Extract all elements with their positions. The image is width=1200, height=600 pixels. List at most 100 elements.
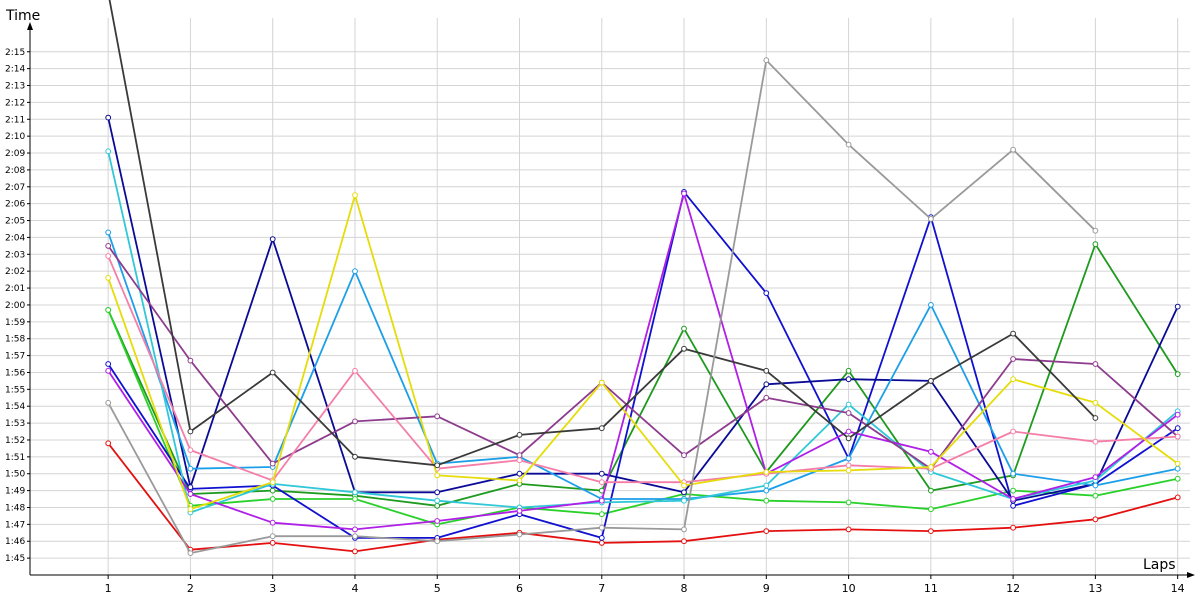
- series-13: [105, 57, 1099, 556]
- data-point: [1092, 399, 1099, 406]
- data-point: [845, 455, 852, 462]
- data-point: [269, 540, 276, 546]
- data-point: [105, 307, 112, 313]
- data-point: [1092, 492, 1099, 499]
- data-point: [598, 379, 605, 386]
- data-point: [516, 432, 523, 438]
- series-line: [107, 194, 1179, 511]
- data-point: [763, 482, 770, 489]
- y-tick-label: 2:07: [5, 183, 25, 193]
- y-tick-label: 2:03: [5, 250, 25, 260]
- data-point: [845, 376, 852, 383]
- series-line: [107, 117, 1179, 502]
- y-tick-label: 2:04: [5, 233, 25, 243]
- y-tick-label: 2:05: [5, 217, 25, 227]
- x-axis-arrow-icon: [1187, 572, 1195, 578]
- y-tick-label: 2:08: [5, 166, 25, 176]
- series-line: [107, 245, 1179, 470]
- data-point: [1010, 376, 1016, 383]
- data-point: [105, 114, 112, 121]
- data-point: [1174, 460, 1181, 467]
- data-point: [598, 497, 605, 504]
- data-point: [1092, 474, 1099, 481]
- data-point: [1010, 470, 1016, 477]
- data-point: [681, 190, 687, 197]
- data-point: [598, 535, 605, 541]
- y-tick-label: 1:46: [5, 537, 25, 547]
- series-9: [105, 243, 1181, 472]
- data-point: [1092, 241, 1099, 248]
- data-point: [681, 497, 687, 504]
- data-point: [1092, 415, 1099, 421]
- x-axis-title: Laps: [1143, 557, 1176, 573]
- data-point: [845, 526, 852, 533]
- data-point: [928, 506, 934, 513]
- data-point: [681, 538, 687, 545]
- data-point: [352, 418, 358, 425]
- data-point: [105, 275, 112, 281]
- y-tick-label: 2:14: [5, 65, 25, 75]
- data-point: [105, 253, 112, 259]
- series-12: [108, 0, 1099, 469]
- series-line: [107, 151, 1179, 514]
- data-point: [681, 489, 687, 496]
- data-point: [352, 453, 358, 460]
- y-tick-label: 1:49: [5, 487, 25, 497]
- data-point: [1174, 411, 1181, 418]
- series-2: [105, 241, 1181, 509]
- data-point: [845, 141, 852, 148]
- x-tick-label: 7: [598, 582, 605, 595]
- data-point: [763, 367, 770, 374]
- data-point: [434, 502, 441, 509]
- data-point: [763, 381, 770, 388]
- data-point: [1010, 524, 1016, 531]
- data-point: [352, 496, 358, 502]
- x-tick-label: 11: [924, 582, 938, 595]
- series-8: [105, 190, 1181, 533]
- data-point: [352, 192, 358, 199]
- data-point: [598, 470, 605, 477]
- data-point: [598, 425, 605, 432]
- series-line: [107, 255, 1178, 484]
- data-point: [105, 399, 112, 406]
- x-tick-label: 13: [1088, 582, 1102, 595]
- data-point: [763, 528, 770, 534]
- y-tick-label: 2:10: [5, 132, 25, 142]
- data-point: [845, 367, 852, 374]
- y-tick-labels: 1:45 1:46 1:47 1:48 1:49 1:50 1:51 1:52 1:53 1:54…: [5, 48, 30, 564]
- data-point: [187, 491, 194, 497]
- data-point: [516, 508, 523, 514]
- data-point: [681, 325, 687, 332]
- data-point: [352, 548, 358, 555]
- data-point: [1174, 371, 1181, 378]
- data-point: [516, 457, 523, 464]
- data-point: [269, 496, 276, 502]
- x-tick-label: 2: [187, 582, 194, 595]
- data-point: [1092, 227, 1099, 234]
- data-point: [681, 482, 687, 489]
- y-tick-label: 2:00: [5, 301, 25, 311]
- data-point: [1092, 482, 1099, 489]
- x-tick-label: 8: [681, 582, 688, 595]
- data-point: [105, 243, 112, 249]
- data-point: [269, 487, 276, 494]
- y-tick-label: 1:57: [5, 352, 25, 362]
- data-point: [845, 467, 852, 474]
- data-point: [269, 533, 276, 540]
- data-point: [187, 550, 194, 556]
- data-point: [763, 497, 770, 504]
- data-point: [1010, 496, 1016, 502]
- x-tick-label: 6: [516, 582, 523, 595]
- y-tick-label: 1:45: [5, 554, 25, 564]
- data-point: [1092, 438, 1099, 445]
- data-point: [1010, 428, 1016, 435]
- data-point: [845, 462, 852, 469]
- data-point: [105, 440, 112, 447]
- data-point: [1010, 330, 1016, 337]
- data-point: [434, 472, 441, 479]
- y-tick-label: 2:11: [5, 115, 25, 125]
- x-tick-label: 12: [1006, 582, 1020, 595]
- data-point: [763, 57, 770, 64]
- data-point: [928, 528, 934, 534]
- data-point: [187, 506, 194, 513]
